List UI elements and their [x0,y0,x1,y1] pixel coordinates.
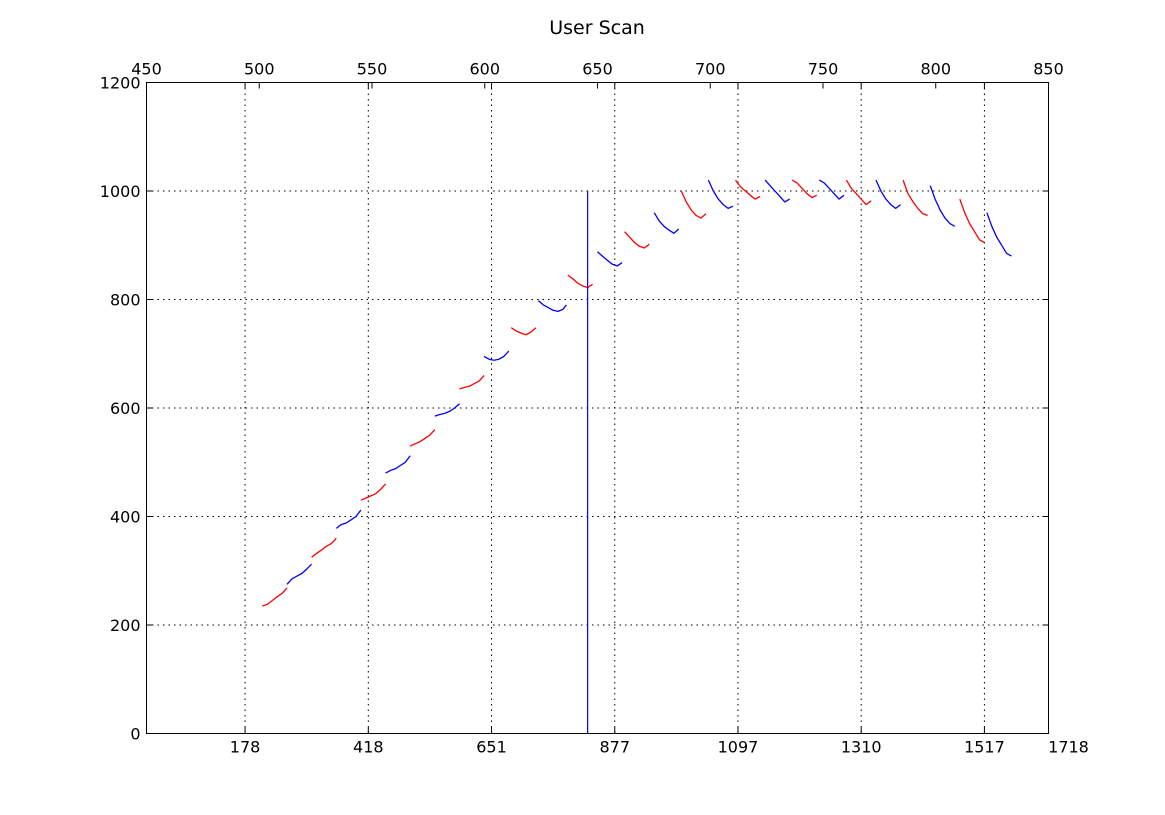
series-segment-red [959,198,985,244]
x-tick-label-top: 700 [695,60,726,79]
x-tick-label-top: 800 [920,60,951,79]
series-segment-blue [818,179,845,200]
series-layer [262,179,1012,607]
series-segment-blue [707,179,734,210]
series-segment-red [360,483,387,501]
x-tick-label-top: 750 [808,60,839,79]
x-tick-label-bottom: 1517 [964,738,1005,757]
y-tick-label: 600 [110,399,141,418]
series-segment-blue [537,300,567,313]
series-segment-red [845,179,872,206]
series-segment-red [680,190,707,219]
series-segment-blue [653,212,680,234]
x-tick-label-top: 500 [244,60,275,79]
axis-layer: 178 418 651 877 1097 1310 1517 1718 450 500 550 600… [100,60,1089,757]
series-segment-red [791,179,818,199]
y-tick-label: 200 [110,616,141,635]
series-segment-blue [597,251,623,267]
x-tick-label-bottom: 1718 [1048,738,1089,757]
y-tick-label: 1200 [100,74,141,93]
x-tick-label-bottom: 178 [230,738,261,757]
y-tick-label: 800 [110,291,141,310]
x-tick-label-bottom: 1097 [718,738,759,757]
series-segment-red [624,231,650,249]
y-tick-label: 1000 [100,182,141,201]
series-segment-red [262,587,288,607]
series-segment-blue [286,563,313,585]
series-segment-red [567,274,593,289]
series-segment-red [311,537,337,558]
x-tick-label-top: 450 [131,60,162,79]
x-tick-label-bottom: 1310 [841,738,882,757]
y-tick-label: 400 [110,508,141,527]
series-segment-blue [986,212,1012,257]
series-segment-red [459,374,485,390]
x-tick-label-top: 850 [1033,60,1064,79]
grid-layer [146,82,1049,734]
series-segment-blue [385,455,411,474]
x-tick-label-bottom: 418 [353,738,384,757]
series-segment-red [902,179,928,217]
chart-title: User Scan [549,17,645,39]
y-tick-label: 0 [130,725,140,744]
series-segment-blue [483,350,510,361]
series-segment-red [734,179,761,200]
series-segment-blue [875,179,901,210]
x-tick-label-top: 600 [469,60,500,79]
series-segment-blue [764,179,791,203]
series-segment-blue [335,509,362,529]
series-segment-blue [929,185,956,227]
series-segment-red [510,327,537,336]
x-tick-label-top: 650 [582,60,613,79]
x-tick-label-bottom: 877 [599,738,630,757]
x-tick-label-top: 550 [357,60,388,79]
series-segment-red [409,429,436,447]
x-tick-label-bottom: 651 [476,738,507,757]
series-segment-blue [434,403,460,417]
